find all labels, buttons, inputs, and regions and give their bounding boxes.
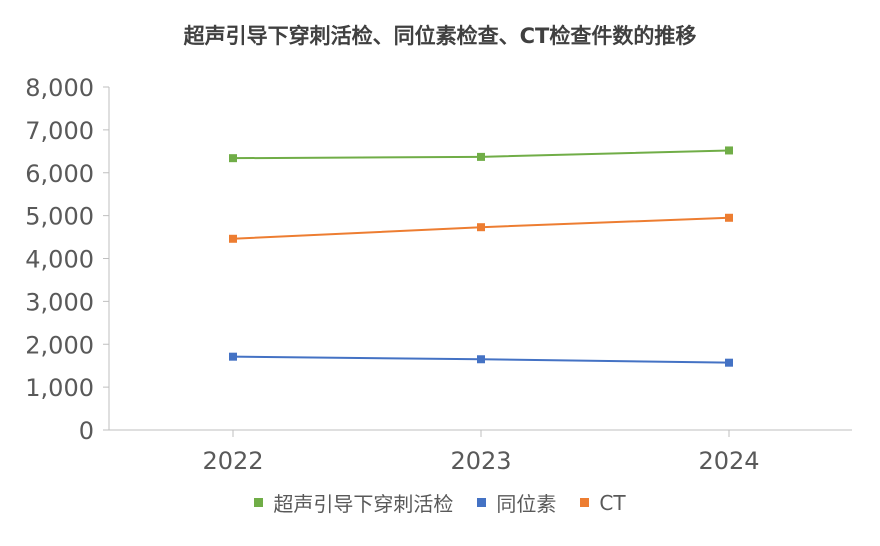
data-point: [725, 213, 733, 222]
legend-swatch: [580, 498, 590, 507]
x-tick-label: 2022: [202, 447, 263, 475]
y-tick-label: 6,000: [25, 160, 94, 188]
x-tick-label: 2024: [698, 447, 759, 475]
data-point: [477, 355, 485, 364]
legend-swatch: [254, 498, 264, 507]
legend-swatch: [477, 498, 487, 507]
y-tick-label: 5,000: [25, 203, 94, 231]
y-tick-label: 3,000: [25, 288, 94, 316]
y-tick-label: 4,000: [25, 246, 94, 274]
legend-label: 同位素: [496, 492, 557, 516]
legend-item: 同位素: [477, 488, 556, 517]
chart-legend: 超声引导下穿刺活检 同位素 CT: [0, 488, 880, 517]
data-point: [725, 358, 733, 367]
data-point: [477, 223, 485, 232]
x-tick-label: 2023: [450, 447, 511, 475]
series-0: [229, 146, 733, 163]
series-1: [229, 352, 733, 367]
legend-item: CT: [580, 490, 626, 515]
y-tick-label: 8,000: [25, 74, 94, 102]
data-point: [229, 352, 237, 361]
legend-label: CT: [599, 490, 626, 515]
y-tick-label: 1,000: [25, 374, 94, 402]
chart-title: 超声引导下穿刺活检、同位素检查、CT检查件数的推移: [183, 24, 697, 48]
data-point: [229, 154, 237, 163]
data-point: [477, 152, 485, 161]
series-2: [229, 213, 733, 243]
y-tick-label: 0: [79, 417, 94, 445]
legend-item: 超声引导下穿刺活检: [254, 488, 453, 517]
legend-label: 超声引导下穿刺活检: [273, 492, 454, 516]
y-tick-label: 7,000: [25, 117, 94, 145]
data-point: [229, 234, 237, 243]
data-point: [725, 146, 733, 155]
y-tick-label: 2,000: [25, 331, 94, 359]
